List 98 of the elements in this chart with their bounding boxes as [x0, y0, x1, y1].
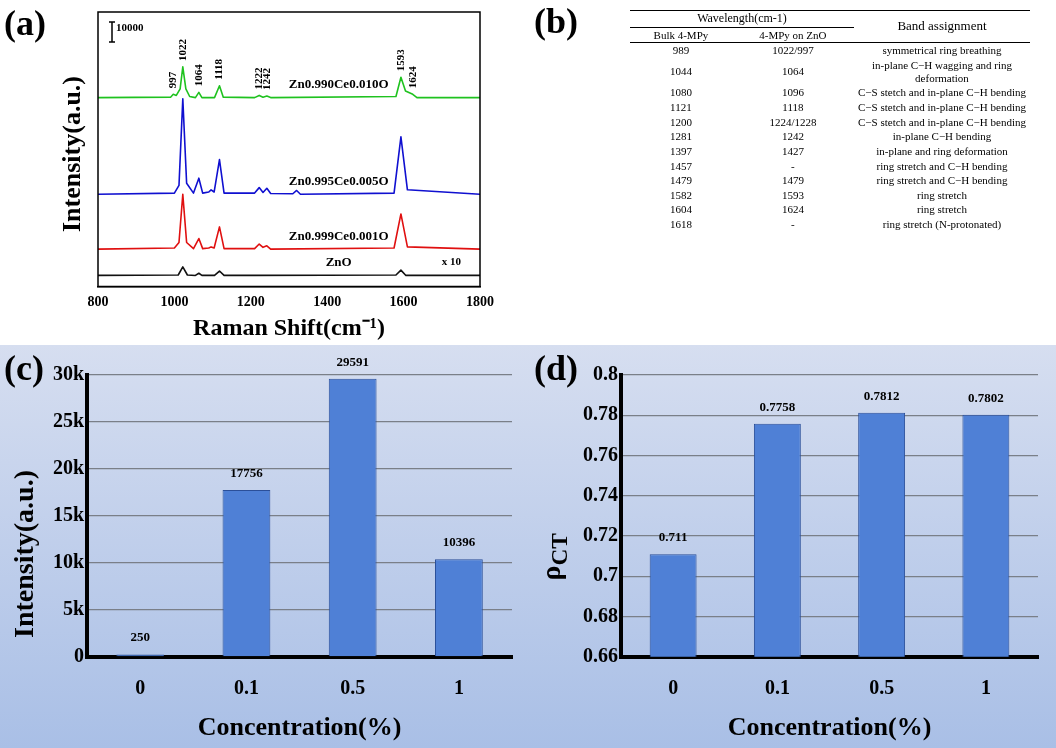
text: 1118: [781, 100, 805, 115]
y-tick-label: 30k: [53, 362, 85, 385]
text: 1281: [668, 129, 693, 144]
annotation: 1593: [393, 48, 406, 72]
series-label: ZnO: [325, 254, 352, 270]
y-tick-label: 15k: [53, 503, 85, 526]
text: 1479: [780, 173, 805, 188]
text: 1096: [780, 85, 805, 100]
text: C−S stetch and in-plane C−H bending: [857, 100, 1027, 115]
text: -: [790, 217, 796, 232]
text: 1624: [780, 202, 805, 218]
text: Band assignment: [854, 10, 1030, 43]
text: ring stretch and C−H bending: [875, 158, 1009, 174]
x-tick-label: 1400: [313, 294, 342, 310]
x-tick-label: 1000: [160, 294, 189, 310]
y-tick-label: 0.7: [593, 563, 618, 586]
annotation: 1022: [175, 38, 188, 61]
text: 989: [671, 43, 691, 59]
text: Wavelength(cm-1): [630, 10, 854, 28]
x-tick-label: 0.5: [869, 675, 895, 698]
y-tick-label: 0.74: [583, 482, 618, 505]
text: 1479: [668, 173, 693, 188]
x-axis-title: Concentration(%): [197, 712, 402, 742]
text: 1121: [669, 100, 693, 115]
y-tick-label: 0.8: [593, 362, 618, 385]
x-tick-label: 0.5: [340, 675, 366, 698]
series-label: Zn0.995Ce0.005O: [288, 173, 389, 189]
data-label: 250: [130, 629, 150, 645]
chart-title: (a): [4, 2, 46, 44]
text: 1604: [668, 202, 693, 218]
text: in-plane and ring deformation: [875, 143, 1009, 159]
text: 1080: [668, 85, 693, 100]
annotation: 1624: [405, 65, 418, 89]
text: 1593: [780, 187, 805, 203]
y-tick-label: 25k: [53, 409, 85, 432]
x-tick-label: 0: [135, 675, 146, 698]
text: C−S stetch and in-plane C−H bending: [857, 114, 1027, 130]
annotation: 1064: [191, 63, 204, 87]
text: in-plane C−H bending: [891, 129, 993, 144]
x-tick-label: 1800: [466, 294, 494, 310]
data-label: 0.7758: [759, 398, 796, 414]
x-tick-label: 1: [980, 675, 991, 698]
text: 1242: [780, 129, 805, 144]
y-tick-label: 0.76: [583, 442, 618, 465]
text: ring stretch: [916, 202, 968, 218]
annotation: x 10: [441, 254, 462, 267]
text: 1427: [780, 143, 805, 159]
y-tick-label: 0: [74, 643, 85, 666]
text: C−S stetch and in-plane C−H bending: [857, 85, 1027, 100]
chart-title: (d): [534, 347, 578, 389]
y-axis-title: Intensity(a.u.): [8, 469, 40, 641]
y-tick-label: 0.78: [583, 402, 618, 425]
text: 1457: [668, 158, 693, 174]
text: 1397: [668, 143, 693, 159]
y-tick-label: 0.66: [583, 643, 618, 666]
data-label: 17756: [230, 464, 264, 480]
x-axis-title: Raman Shift(cm⁻¹): [193, 313, 385, 340]
text: 4-MPy on ZnO: [731, 27, 854, 43]
y-tick-label: 20k: [53, 456, 85, 479]
series-label: Zn0.990Ce0.010O: [288, 76, 389, 92]
y-axis-title: Intensity(a.u.): [57, 75, 87, 235]
x-tick-label: 0.1: [764, 675, 790, 698]
text: 1022/997: [771, 43, 815, 59]
data-label: 0.7802: [968, 389, 1004, 405]
x-axis-title: Concentration(%): [727, 712, 932, 742]
text: ring stretch and C−H bending: [875, 173, 1009, 188]
series-label: Zn0.999Ce0.001O: [288, 227, 389, 243]
data-label: 0.711: [658, 529, 688, 544]
text: ring stretch (N-protonated): [881, 217, 1003, 232]
text: Bulk 4-MPy: [630, 27, 732, 43]
text: 1618: [668, 217, 693, 232]
text: 1064: [780, 64, 805, 80]
y-tick-label: 0.68: [583, 603, 618, 626]
text: 1582: [668, 187, 693, 203]
x-tick-label: 1: [453, 675, 464, 698]
annotation: 1118: [212, 58, 225, 80]
x-tick-label: 1600: [389, 294, 418, 310]
text: in-plane C−H wagging and ring deformation: [871, 58, 1013, 86]
y-tick-label: 5k: [63, 597, 85, 620]
annotation: 997: [166, 71, 179, 89]
x-tick-label: 0: [668, 675, 679, 698]
text: 1044: [668, 64, 693, 80]
data-label: 29591: [336, 353, 369, 369]
x-tick-label: 800: [87, 294, 109, 310]
data-label: 0.7812: [863, 387, 900, 403]
text: (b): [534, 0, 578, 42]
text: ring stretch: [916, 187, 968, 203]
data-label: 10396: [442, 534, 476, 550]
x-tick-label: 0.1: [233, 675, 259, 698]
x-tick-label: 1200: [236, 294, 265, 310]
y-tick-label: 10k: [53, 550, 85, 573]
chart-title: (c): [4, 347, 44, 389]
text: 1224/1228: [768, 114, 818, 130]
y-tick-label: 0.72: [583, 523, 618, 546]
text: -: [790, 158, 796, 174]
text: 10000: [116, 20, 144, 33]
text: symmetrical ring breathing: [881, 43, 1003, 59]
text: 1200: [668, 114, 693, 130]
